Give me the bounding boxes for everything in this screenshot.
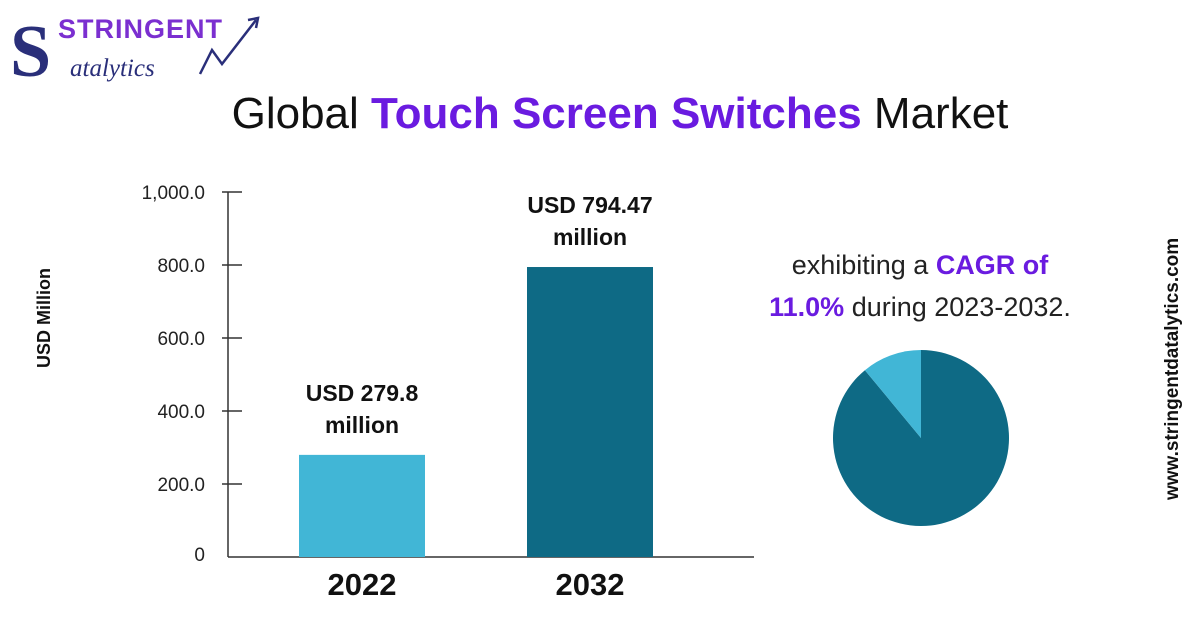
cagr-statement: exhibiting a CAGR of 11.0% during 2023-2…	[700, 244, 1140, 328]
cagr-label: CAGR of	[935, 250, 1049, 280]
pie-slice-2	[864, 350, 921, 438]
title-highlight: Touch Screen Switches	[371, 89, 862, 138]
title-prefix: Global	[231, 89, 359, 138]
cagr-value: 11.0%	[769, 292, 845, 322]
y-tick-label: 600.0	[157, 329, 205, 350]
x-category-label: 2032	[556, 567, 625, 602]
y-tick-label: 0	[194, 545, 205, 566]
x-category-label: 2022	[328, 567, 397, 602]
y-axis-title: USD Million	[34, 268, 54, 368]
cagr-line-2: 11.0% during 2023-2032.	[700, 286, 1140, 328]
bar-value-unit-label: million	[553, 224, 627, 250]
website-url: www.stringentdatalytics.com	[1162, 238, 1183, 500]
y-tick-label: 200.0	[157, 475, 205, 496]
cagr-period: during 2023-2032.	[851, 292, 1071, 322]
brand-logo: S STRINGENT atalytics	[10, 11, 260, 86]
website-text: www.stringentdatalytics.com	[1162, 238, 1183, 500]
y-tick-label: 400.0	[157, 402, 205, 423]
brand-logo-letter: S	[10, 11, 51, 86]
bar-2032	[527, 267, 653, 557]
page-title: Global Touch Screen Switches Market	[0, 86, 1200, 142]
cagr-prefix: exhibiting a	[791, 250, 929, 280]
brand-name-top: STRINGENT	[58, 14, 223, 44]
trend-arrowhead	[247, 16, 260, 29]
bar-value-label: USD 279.8	[306, 380, 419, 406]
y-tick-label: 1,000.0	[142, 183, 205, 204]
bar-value-unit-label: million	[325, 412, 399, 438]
trend-arrow-icon	[198, 19, 257, 75]
bar-2022	[299, 454, 425, 557]
bar-value-label: USD 794.47	[527, 192, 652, 218]
y-tick-label: 800.0	[157, 256, 205, 277]
brand-name-bottom: atalytics	[70, 55, 155, 82]
cagr-line-1: exhibiting a CAGR of	[700, 244, 1140, 286]
title-suffix: Market	[873, 89, 1009, 138]
